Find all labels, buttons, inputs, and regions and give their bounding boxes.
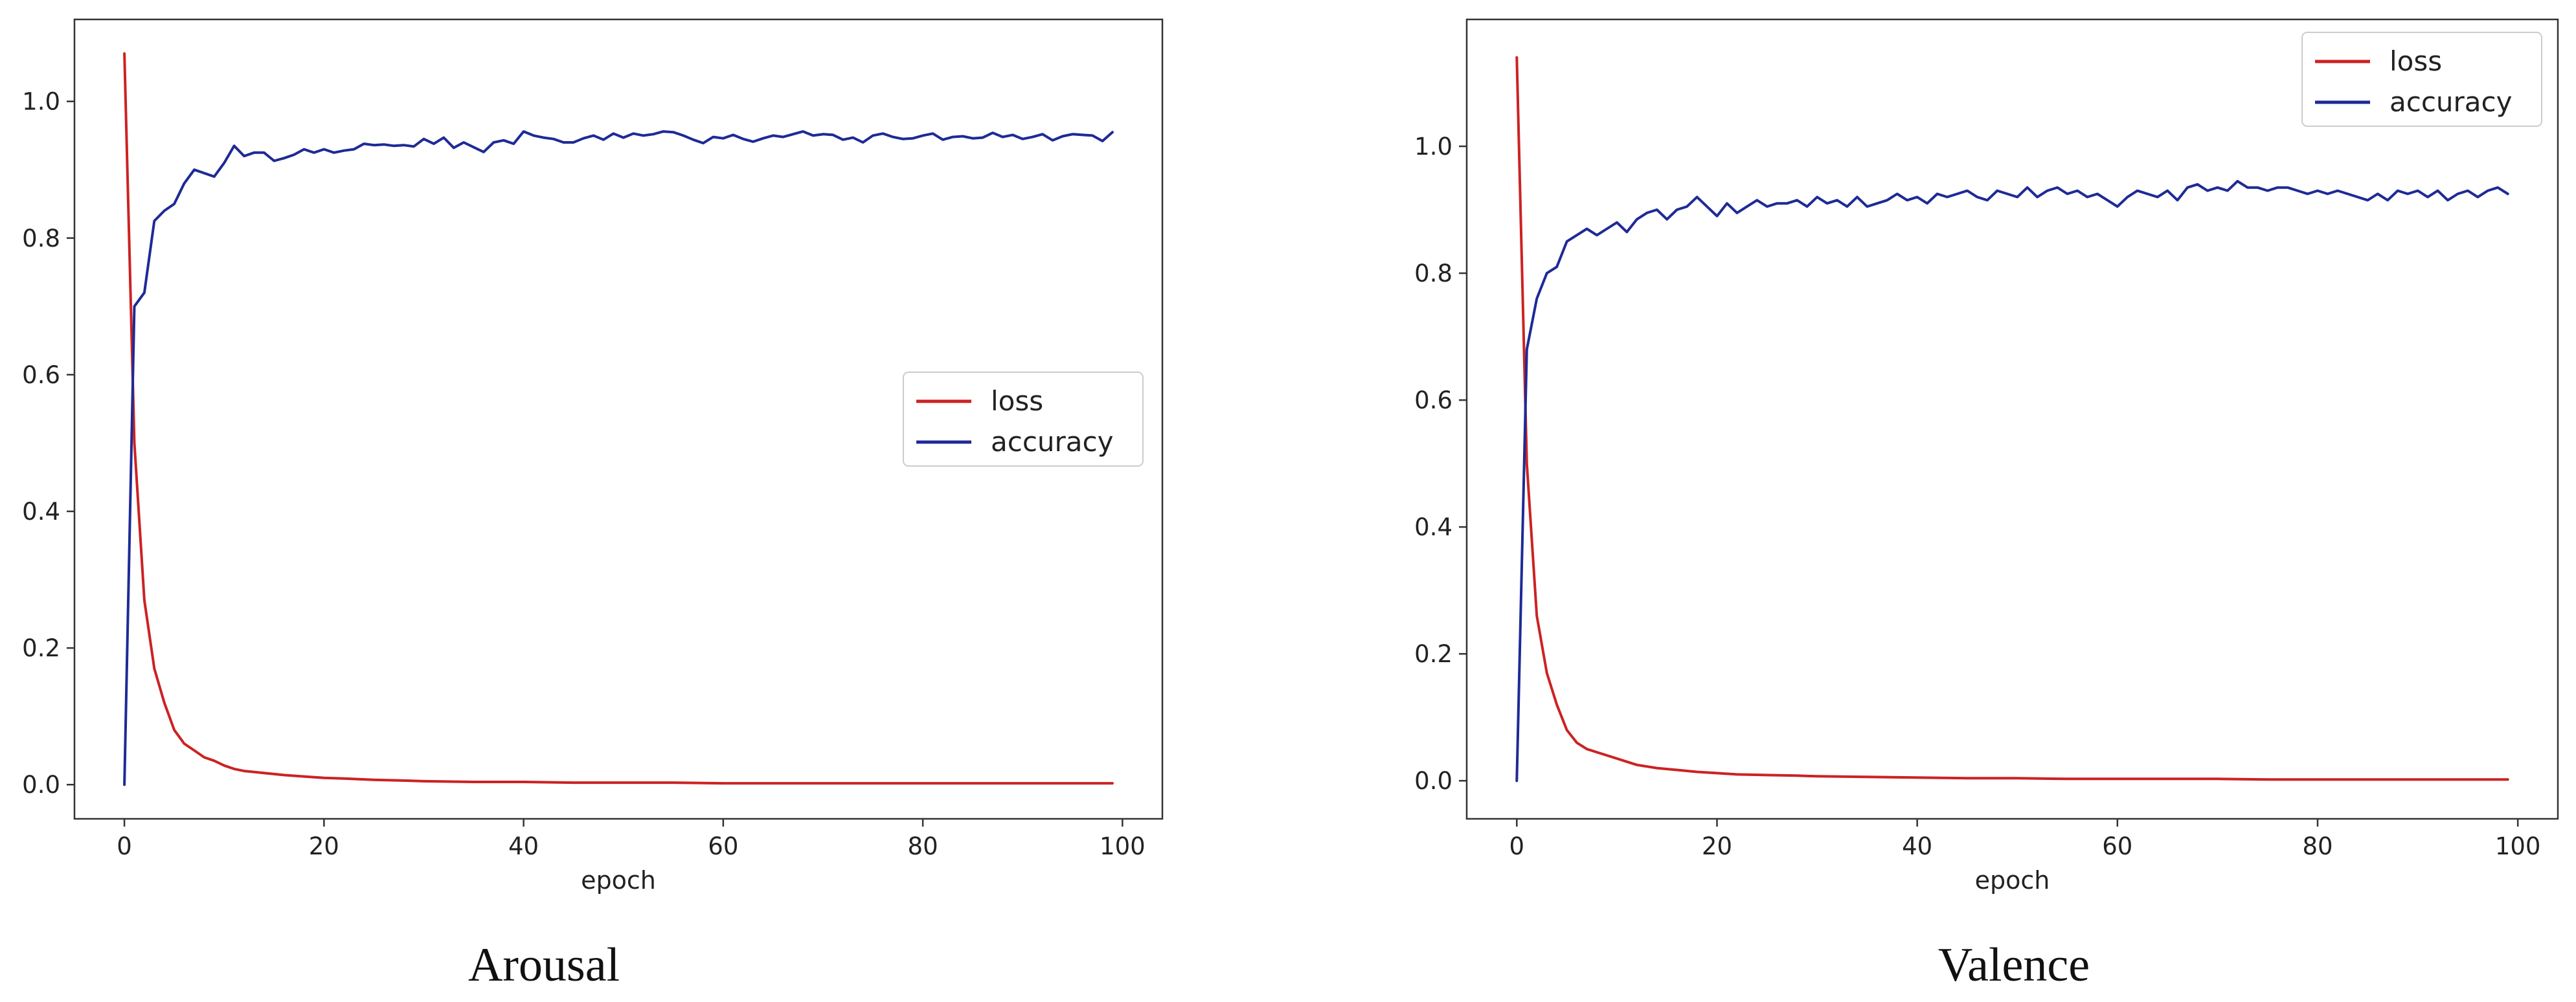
x-tick-label: 20: [1702, 832, 1732, 860]
y-tick-label: 0.0: [1414, 767, 1452, 795]
series-line-loss: [123, 52, 1114, 785]
x-axis-label: epoch: [581, 866, 656, 895]
x-tick-label: 100: [2495, 832, 2541, 860]
series-line-accuracy: [123, 130, 1114, 786]
x-tick-label: 100: [1100, 832, 1146, 860]
arousal-chart: 0 20 40 60 80 100 0.0 0.2 0.4 0.6 0.8 1.0 epoch loss a…: [22, 18, 1164, 992]
y-tick-label: 1.0: [1414, 133, 1452, 161]
x-tick-label: 0: [1509, 832, 1525, 860]
x-tick-label: 0: [117, 832, 132, 860]
legend-label-loss: loss: [2390, 45, 2442, 77]
legend: loss accuracy: [903, 372, 1144, 467]
plot-frame: [1465, 18, 2559, 820]
y-tick-label: 0.4: [1414, 513, 1452, 541]
x-tick-label: 60: [2102, 832, 2132, 860]
y-tick-label: 0.4: [22, 498, 60, 526]
y-tick-label: 0.2: [1414, 640, 1452, 668]
x-tick-label: 40: [1902, 832, 1932, 860]
y-tick-label: 0.8: [22, 225, 60, 252]
y-tick-label: 0.8: [1414, 260, 1452, 287]
y-tick-label: 0.0: [22, 771, 60, 799]
legend-label-accuracy: accuracy: [991, 426, 1114, 458]
legend-label-loss: loss: [991, 385, 1043, 417]
y-tick-label: 1.0: [22, 88, 60, 116]
chart-caption: Valence: [1938, 939, 2090, 992]
y-tick-label: 0.2: [22, 634, 60, 662]
x-tick-label: 60: [708, 832, 738, 860]
y-tick-label: 0.6: [1414, 386, 1452, 414]
series-line-loss: [1515, 56, 2509, 781]
x-tick-label: 80: [2302, 832, 2333, 860]
y-tick-label: 0.6: [22, 361, 60, 389]
series-line-accuracy: [1515, 179, 2509, 783]
x-tick-label: 40: [508, 832, 539, 860]
x-tick-label: 80: [908, 832, 938, 860]
legend-label-accuracy: accuracy: [2390, 86, 2513, 118]
x-axis-label: epoch: [1975, 866, 2050, 895]
x-tick-label: 20: [309, 832, 339, 860]
chart-caption: Arousal: [468, 939, 620, 992]
plot-frame: [73, 18, 1164, 820]
valence-chart: 0 20 40 60 80 100 0.0 0.2 0.4 0.6 0.8 1.0 epoch loss a…: [1414, 18, 2559, 992]
legend: loss accuracy: [2301, 32, 2542, 127]
